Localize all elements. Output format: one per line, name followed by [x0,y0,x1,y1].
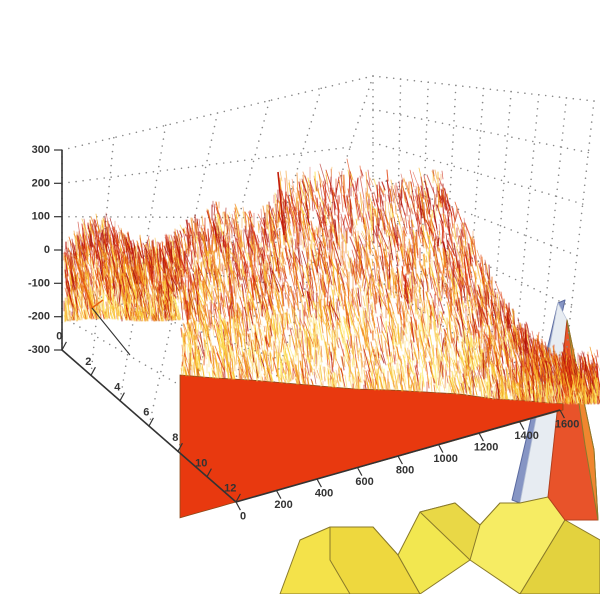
svg-text:400: 400 [315,488,333,500]
svg-text:8: 8 [172,432,178,444]
svg-text:300: 300 [32,144,50,156]
svg-text:1200: 1200 [474,442,498,454]
svg-text:100: 100 [32,211,50,223]
svg-text:1000: 1000 [433,453,457,465]
svg-text:600: 600 [355,476,373,488]
svg-text:-100: -100 [28,277,50,289]
svg-text:0: 0 [56,331,62,343]
svg-text:0: 0 [240,511,246,523]
svg-text:12: 12 [224,483,236,495]
svg-text:800: 800 [396,465,414,477]
svg-text:200: 200 [32,177,50,189]
svg-text:0: 0 [44,244,50,256]
svg-text:10: 10 [195,457,207,469]
svg-text:4: 4 [114,381,121,393]
svg-text:-200: -200 [28,311,50,323]
svg-text:6: 6 [143,407,149,419]
svg-text:-300: -300 [28,344,50,356]
svg-text:2: 2 [85,356,91,368]
svg-text:1400: 1400 [514,430,538,442]
svg-text:1600: 1600 [555,419,579,431]
svg-text:200: 200 [274,499,292,511]
